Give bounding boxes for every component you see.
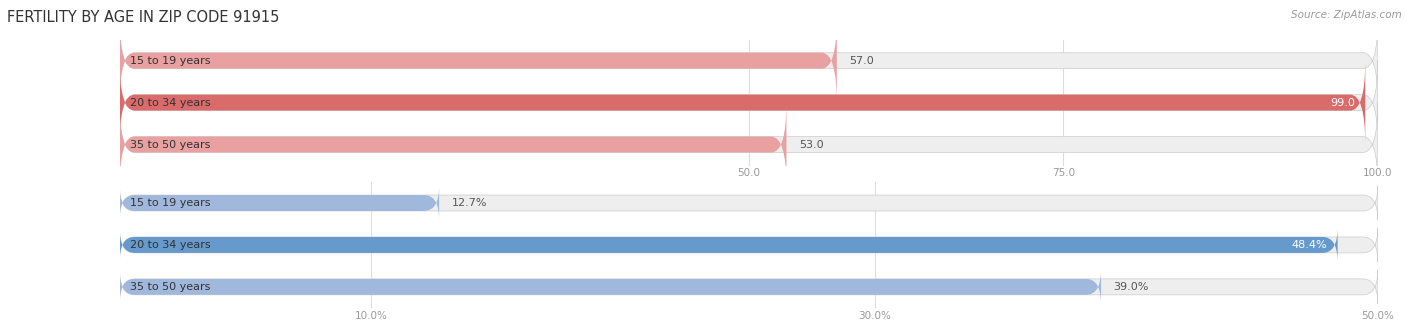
FancyBboxPatch shape <box>120 102 786 187</box>
Text: 39.0%: 39.0% <box>1114 282 1149 292</box>
FancyBboxPatch shape <box>120 270 1101 304</box>
Text: 53.0: 53.0 <box>799 140 824 150</box>
Text: 99.0: 99.0 <box>1330 98 1355 108</box>
Text: FERTILITY BY AGE IN ZIP CODE 91915: FERTILITY BY AGE IN ZIP CODE 91915 <box>7 10 280 25</box>
FancyBboxPatch shape <box>120 60 1365 145</box>
FancyBboxPatch shape <box>120 186 439 220</box>
Text: 48.4%: 48.4% <box>1292 240 1327 250</box>
FancyBboxPatch shape <box>120 270 1378 304</box>
FancyBboxPatch shape <box>120 186 1378 220</box>
Text: Source: ZipAtlas.com: Source: ZipAtlas.com <box>1291 10 1402 20</box>
Text: 35 to 50 years: 35 to 50 years <box>129 282 209 292</box>
FancyBboxPatch shape <box>120 18 837 103</box>
Text: 12.7%: 12.7% <box>451 198 488 208</box>
Text: 15 to 19 years: 15 to 19 years <box>129 56 209 66</box>
Text: 35 to 50 years: 35 to 50 years <box>129 140 209 150</box>
FancyBboxPatch shape <box>120 60 1378 145</box>
Text: 57.0: 57.0 <box>849 56 875 66</box>
FancyBboxPatch shape <box>120 228 1337 262</box>
Text: 15 to 19 years: 15 to 19 years <box>129 198 209 208</box>
FancyBboxPatch shape <box>120 18 1378 103</box>
Text: 20 to 34 years: 20 to 34 years <box>129 98 211 108</box>
FancyBboxPatch shape <box>120 102 1378 187</box>
Text: 20 to 34 years: 20 to 34 years <box>129 240 211 250</box>
FancyBboxPatch shape <box>120 228 1378 262</box>
